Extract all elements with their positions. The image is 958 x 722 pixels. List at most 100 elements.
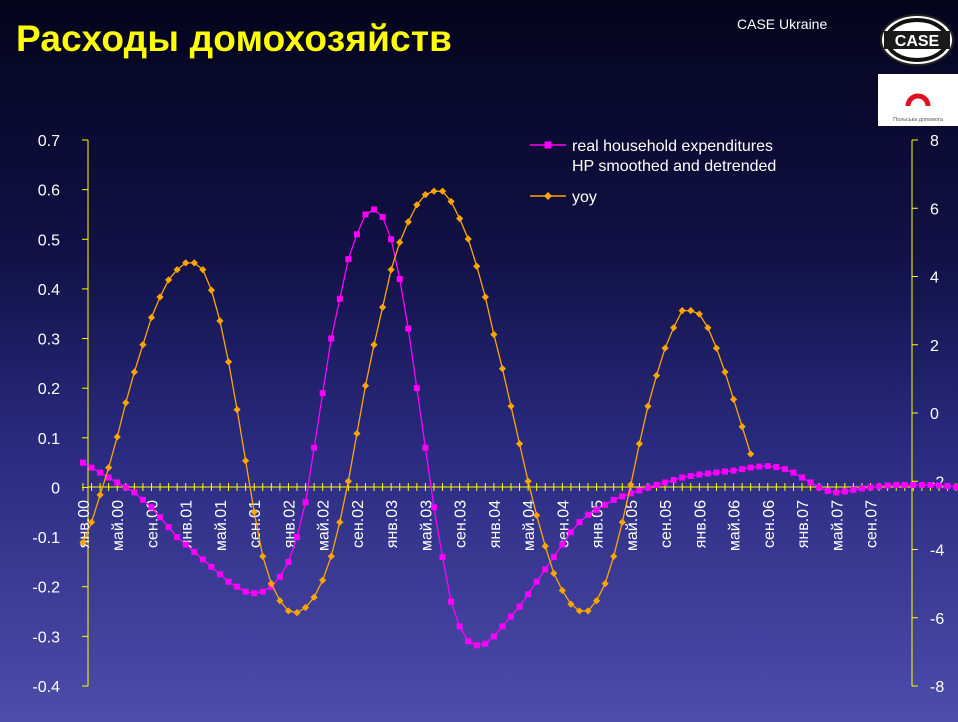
x-tick-label: сен.06 [761,500,778,548]
data-point-expenditures [644,484,651,491]
y-left-tick-label: -0.3 [32,629,60,646]
legend-label-expenditures-line1: real household expenditures [572,138,773,155]
data-point-yoy [456,214,464,223]
polish-aid-logo-text: Польська допомога [893,117,944,123]
data-point-expenditures [602,501,609,508]
data-point-expenditures [687,473,694,480]
data-point-yoy [533,511,541,519]
data-point-expenditures [918,481,925,488]
x-tick-label: сен.04 [555,500,572,548]
data-point-expenditures [542,566,549,573]
data-point-yoy [464,235,472,243]
y-right-tick-label: 2 [930,338,939,355]
data-point-yoy [173,266,181,274]
data-point-yoy [250,508,258,516]
data-point-expenditures [379,213,386,220]
x-tick-label: янв.03 [384,500,401,548]
y-left-tick-label: 0.1 [38,431,60,448]
data-point-yoy [293,609,301,617]
data-point-expenditures [234,583,241,590]
data-point-expenditures [704,470,711,477]
data-point-yoy [267,580,275,588]
data-point-expenditures [730,467,737,474]
x-tick-label: янв.06 [692,500,709,548]
data-point-yoy [319,576,327,584]
data-point-expenditures [636,487,643,494]
data-point-yoy [575,607,584,615]
legend-marker-yoy [544,192,552,200]
data-point-expenditures [567,529,574,536]
data-point-yoy [687,307,695,315]
y-right-tick-label: 6 [930,201,939,218]
data-point-expenditures [285,558,292,565]
data-point-yoy [156,293,164,301]
data-point-expenditures [850,486,857,493]
data-point-expenditures [525,591,532,598]
data-point-yoy [370,341,378,349]
data-point-expenditures [114,479,121,486]
data-point-yoy [182,259,190,267]
data-point-expenditures [576,519,583,526]
x-tick-label: май.00 [110,500,127,551]
data-point-expenditures [841,488,848,495]
data-point-yoy [438,187,447,195]
data-point-expenditures [302,499,309,506]
series-line-yoy [82,190,752,614]
y-left-tick-label: 0.5 [38,232,60,249]
axes-layer: -0.4 -0.3 -0.2 -0.1 0 0.1 0.2 0.3 0.4 0.5 0.6 0.7 -8… [32,133,957,696]
data-point-expenditures [422,444,429,451]
data-point-expenditures [353,231,360,238]
data-point-expenditures [336,295,343,302]
data-point-expenditures [781,466,788,473]
data-point-expenditures [713,469,720,476]
data-point-yoy [747,450,755,458]
data-point-yoy [652,371,661,380]
case-logo: CASE [880,14,954,66]
x-tick-label: сен.05 [658,500,675,548]
data-point-expenditures [696,471,703,478]
y-left-tick-label: -0.1 [32,530,60,547]
data-point-expenditures [191,548,198,555]
y-right-tick-label: 8 [930,133,939,150]
data-point-expenditures [910,481,917,488]
data-point-expenditures [559,541,566,548]
x-tick-label: май.03 [418,500,435,551]
y-right-tick-label: 0 [930,406,939,423]
data-point-yoy [481,293,489,301]
data-point-expenditures [388,236,395,243]
legend: real household expenditures HP smoothed … [530,138,776,206]
y-left-tick-label: 0.3 [38,332,60,349]
y-left-tick-label: -0.4 [32,679,60,696]
x-tick-label: май.07 [829,500,846,551]
data-point-yoy [593,597,601,605]
x-tick-label: май.06 [727,500,744,551]
data-point-yoy [584,607,592,615]
data-point-yoy [644,402,652,410]
data-point-expenditures [182,541,189,548]
data-point-expenditures [893,481,900,488]
data-point-expenditures [148,504,155,511]
data-point-expenditures [858,485,865,492]
data-point-expenditures [799,474,806,481]
x-tick-label: янв.00 [76,500,93,548]
data-point-expenditures [276,573,283,580]
data-point-expenditures [199,556,206,563]
data-point-yoy [233,405,241,414]
data-point-yoy [558,586,566,595]
data-point-expenditures [619,493,626,500]
data-point-yoy [729,395,738,403]
data-point-yoy [404,218,412,226]
data-point-yoy [524,477,532,485]
legend-label-yoy: yoy [572,189,597,206]
data-point-expenditures [430,504,437,511]
data-point-expenditures [722,468,728,475]
data-point-yoy [712,344,721,352]
x-tick-label: сен.03 [453,500,470,548]
data-point-expenditures [328,335,335,342]
org-label: CASE Ukraine [737,16,828,32]
data-point-expenditures [88,464,95,471]
data-point-yoy [301,603,310,612]
data-point-yoy [507,402,515,410]
data-point-expenditures [884,482,891,489]
data-point-yoy [190,259,198,267]
